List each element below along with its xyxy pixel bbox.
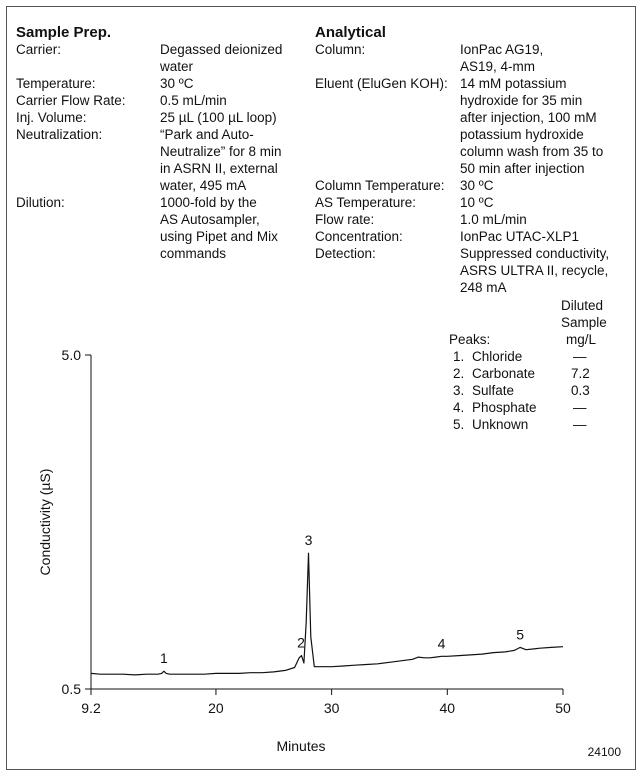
sample-prep-label: Inj. Volume: xyxy=(16,110,87,125)
peak-name: Unknown xyxy=(472,417,529,432)
analytical-value-line: hydroxide for 35 min xyxy=(460,93,583,108)
peak-value: 7.2 xyxy=(571,366,590,381)
sample-prep-value-line: water xyxy=(160,59,194,74)
analytical-value-line: Suppressed conductivity, xyxy=(460,246,610,261)
x-axis-label: Minutes xyxy=(276,738,325,754)
sample-prep-value-line: “Park and Auto- xyxy=(160,127,254,142)
peak-number: 4. xyxy=(453,400,465,415)
analytical-label: Flow rate: xyxy=(315,212,375,227)
sample-prep-label: Neutralization: xyxy=(16,127,103,142)
chromatogram-trace xyxy=(90,552,564,676)
analytical-value-line: column wash from 35 to xyxy=(460,144,604,159)
peak-value: — xyxy=(573,417,587,432)
x-tick-label: 40 xyxy=(440,700,456,716)
peak-number: 1. xyxy=(453,349,465,364)
analytical-label: Column: xyxy=(315,42,366,57)
analytical-value-line: after injection, 100 mM xyxy=(460,110,597,125)
x-tick-label: 20 xyxy=(208,700,224,716)
sample-prep-value-line: 1000-fold by the xyxy=(160,195,257,210)
analytical-title: Analytical xyxy=(315,24,386,41)
peaks-table: Diluted Sample mg/L Peaks: 1. Chloride —… xyxy=(7,7,635,607)
analytical-value-line: IonPac AG19, xyxy=(460,42,544,57)
x-tick-label: 9.2 xyxy=(81,700,101,716)
y-tick-label: 0.5 xyxy=(62,681,82,697)
sample-prep-label: Carrier: xyxy=(16,42,62,57)
peak-name: Carbonate xyxy=(472,366,536,381)
sample-prep-value-line: AS Autosampler, xyxy=(160,212,260,227)
chromatogram-chart: 9.2 20 30 40 50 0.5 5.0 1 2 3 4 5 Minutes Conducti… xyxy=(37,347,571,754)
analytical-value-line: ASRS ULTRA II, recycle, xyxy=(460,263,609,278)
peak-name: Phosphate xyxy=(472,400,537,415)
figure-id: 24100 xyxy=(587,745,621,759)
sample-prep-label: Carrier Flow Rate: xyxy=(16,93,126,108)
sample-prep-value-line: 30 ºC xyxy=(160,76,194,91)
peak-labels-group: 1 2 3 4 5 xyxy=(160,532,524,666)
analytical-value-line: 10 ºC xyxy=(460,195,494,210)
peaks-header-line: Diluted xyxy=(561,298,604,313)
analytical-value-line: 1.0 mL/min xyxy=(460,212,527,227)
sample-prep-title: Sample Prep. xyxy=(16,24,112,41)
analytical-label: AS Temperature: xyxy=(315,195,417,210)
peak-name: Chloride xyxy=(472,349,523,364)
analytical-value-line: AS19, 4-mm xyxy=(460,59,536,74)
analytical-value-line: 248 mA xyxy=(460,280,507,295)
analytical-label: Concentration: xyxy=(315,229,403,244)
peak-value: — xyxy=(573,400,587,415)
analytical-value-line: 14 mM potassium xyxy=(460,76,567,91)
y-axis-label: Conductivity (µS) xyxy=(37,469,53,576)
sample-prep-label: Dilution: xyxy=(16,195,65,210)
peak-number: 5. xyxy=(453,417,465,432)
analytical-value-line: 50 min after injection xyxy=(460,161,585,176)
analytical-value-line: potassium hydroxide xyxy=(460,127,584,142)
sample-prep-value-line: 25 µL (100 µL loop) xyxy=(160,110,277,125)
sample-prep-label: Temperature: xyxy=(16,76,96,91)
analytical-label: Eluent (EluGen KOH): xyxy=(315,76,448,91)
peak-number: 2. xyxy=(453,366,465,381)
peak-label: 4 xyxy=(438,635,446,651)
sample-prep-value-line: Degassed deionized xyxy=(160,42,283,57)
figure-frame: Sample Prep. Carrier: Degassed deionized… xyxy=(6,6,636,770)
peak-label: 5 xyxy=(516,626,524,642)
peak-label: 3 xyxy=(305,532,313,548)
x-tick-label: 30 xyxy=(324,700,340,716)
x-tick-label: 50 xyxy=(555,700,571,716)
y-tick-label: 5.0 xyxy=(62,347,82,363)
sample-prep-value-line: commands xyxy=(160,246,227,261)
peak-number: 3. xyxy=(453,383,465,398)
peak-value: 0.3 xyxy=(571,383,590,398)
sample-prep-value-line: water, 495 mA xyxy=(160,178,247,193)
peaks-header-line: mg/L xyxy=(566,332,597,347)
sample-prep-value-line: 0.5 mL/min xyxy=(160,93,227,108)
sample-prep-value-line: using Pipet and Mix xyxy=(160,229,278,244)
analytical-label: Column Temperature: xyxy=(315,178,445,193)
peak-value: — xyxy=(573,349,587,364)
peak-name: Sulfate xyxy=(472,383,515,398)
analytical-value-line: IonPac UTAC-XLP1 xyxy=(460,229,580,244)
sample-prep-value-line: Neutralize” for 8 min xyxy=(160,144,282,159)
analytical-label: Detection: xyxy=(315,246,376,261)
series-group xyxy=(90,552,564,676)
peak-label: 1 xyxy=(160,650,168,666)
sample-prep-value-line: in ASRN II, external xyxy=(160,161,278,176)
peaks-header-line: Sample xyxy=(561,315,607,330)
peaks-header-label: Peaks: xyxy=(449,332,491,347)
axis-ticks-group: 9.2 20 30 40 50 0.5 5.0 xyxy=(62,347,571,716)
analytical-value-line: 30 ºC xyxy=(460,178,494,193)
peak-label: 2 xyxy=(297,635,305,651)
